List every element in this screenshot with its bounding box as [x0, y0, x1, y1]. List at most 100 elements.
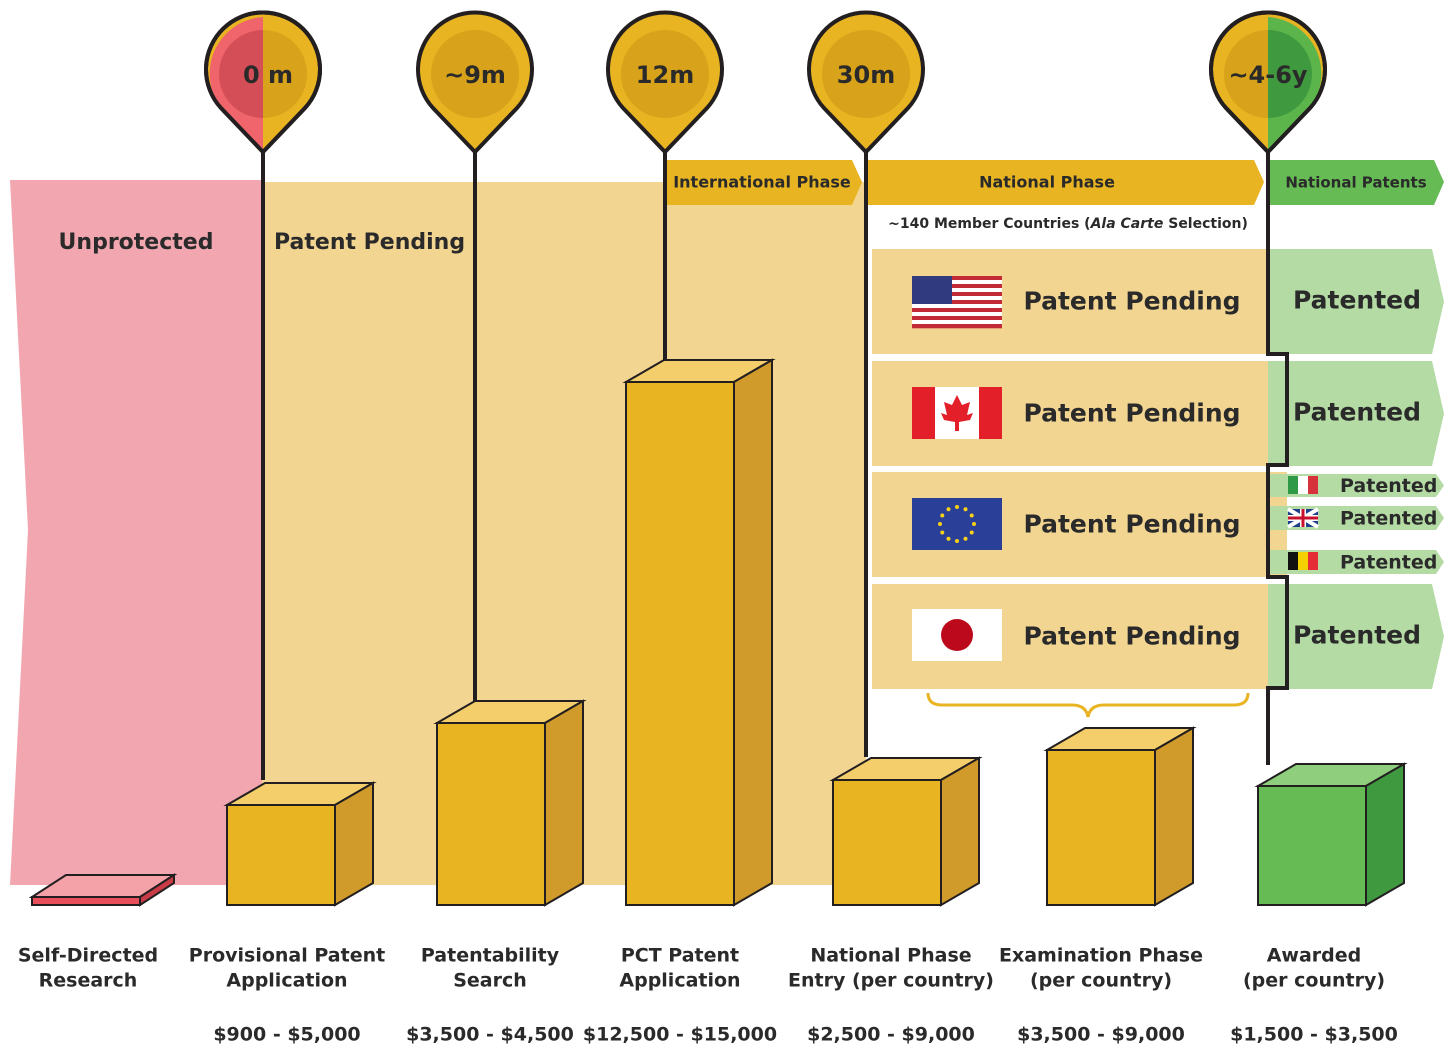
flag [912, 304, 1002, 309]
step-cost: $3,500 - $9,000 [1017, 1024, 1185, 1046]
pin-label: 12m [636, 61, 694, 89]
flag [969, 530, 974, 535]
step-name: PCT Patent [621, 945, 739, 967]
flag [912, 324, 1002, 329]
patented-label: Patented [1293, 621, 1421, 650]
pin-outline [1209, 10, 1327, 155]
flag [912, 316, 1002, 321]
flag [912, 284, 1002, 289]
bar [625, 381, 735, 906]
step-name: Examination Phase [999, 945, 1203, 967]
flag [1288, 476, 1298, 494]
step-name: (per country) [1030, 970, 1172, 992]
bar [1154, 726, 1194, 907]
step-name: National Phase [810, 945, 971, 967]
pin-inner [431, 30, 519, 118]
pin-half [219, 30, 263, 118]
pin-half [1268, 30, 1312, 118]
patented-label: Patented [1340, 508, 1437, 530]
step-cost: $12,500 - $15,000 [583, 1024, 777, 1046]
bar [1046, 749, 1156, 906]
step-cost: $3,500 - $4,500 [406, 1024, 574, 1046]
flag [912, 280, 1002, 285]
flag [979, 387, 1002, 439]
member-note: ~140 Member Countries (Ala Carte Selecti… [888, 216, 1248, 232]
flag [940, 513, 945, 518]
pending-label: Patent Pending [1023, 399, 1240, 428]
flag [955, 539, 959, 543]
flag [969, 513, 974, 518]
flag [912, 387, 935, 439]
pin-label: ~4-6y [1228, 61, 1307, 89]
flag [972, 522, 976, 526]
step-name: Application [226, 970, 347, 992]
flag [1308, 476, 1318, 494]
bar [334, 781, 374, 907]
flag [1298, 552, 1308, 570]
flag [1288, 552, 1298, 570]
pin-inner [621, 30, 709, 118]
region-label: Unprotected [59, 230, 214, 255]
patented-label: Patented [1293, 286, 1421, 315]
bar [139, 873, 175, 907]
pin-line [1266, 140, 1289, 765]
flag [912, 276, 1002, 281]
flag [963, 536, 968, 541]
brace [926, 692, 1250, 718]
region-label: Patent Pending [274, 230, 465, 255]
flag [955, 505, 959, 509]
step-name: Patentability [421, 945, 560, 967]
flag [1298, 476, 1308, 494]
phase-label: National Patents [1285, 174, 1426, 192]
phase-arrow [1268, 160, 1444, 205]
phase-label: National Phase [979, 173, 1115, 192]
patented-row [1268, 584, 1444, 689]
pin-label: ~9m [444, 61, 506, 89]
phase-arrow [665, 160, 862, 205]
patented-row [1268, 249, 1444, 354]
bar [940, 756, 980, 907]
step-name: Application [619, 970, 740, 992]
flag [946, 507, 951, 512]
flag [912, 312, 1002, 317]
step-name: Research [39, 970, 138, 992]
flag [941, 619, 973, 651]
bar [832, 779, 942, 906]
step-name: Entry (per country) [788, 970, 994, 992]
step-cost: $1,500 - $3,500 [1230, 1024, 1398, 1046]
flag [1288, 509, 1318, 527]
phase-label: International Phase [673, 173, 851, 192]
flag [1308, 552, 1318, 570]
flag [912, 300, 1002, 305]
unprotected-region [10, 180, 262, 885]
flag [912, 308, 1002, 313]
pending-label: Patent Pending [1023, 287, 1240, 316]
flag [946, 536, 951, 541]
bar [226, 804, 336, 906]
bar [31, 896, 141, 906]
pin-label: 30m [837, 61, 895, 89]
flag [912, 292, 1002, 297]
pending-label: Patent Pending [1023, 510, 1240, 539]
bar [1365, 762, 1405, 907]
phase-arrow [866, 160, 1264, 205]
step-cost: $900 - $5,000 [213, 1024, 360, 1046]
flag [912, 296, 1002, 301]
bar [544, 699, 584, 907]
bar [733, 358, 773, 907]
patented-label: Patented [1293, 398, 1421, 427]
step-name: (per country) [1243, 970, 1385, 992]
step-name: Self-Directed [18, 945, 158, 967]
flag [941, 395, 973, 431]
patented-label: Patented [1340, 552, 1437, 574]
bar [436, 722, 546, 906]
step-name: Search [453, 970, 527, 992]
pin-outline [204, 10, 322, 155]
pin-inner [822, 30, 910, 118]
patented-row [1268, 361, 1444, 466]
step-cost: $2,500 - $9,000 [807, 1024, 975, 1046]
bar [1257, 785, 1367, 906]
flag [963, 507, 968, 512]
patented-label: Patented [1340, 475, 1437, 497]
